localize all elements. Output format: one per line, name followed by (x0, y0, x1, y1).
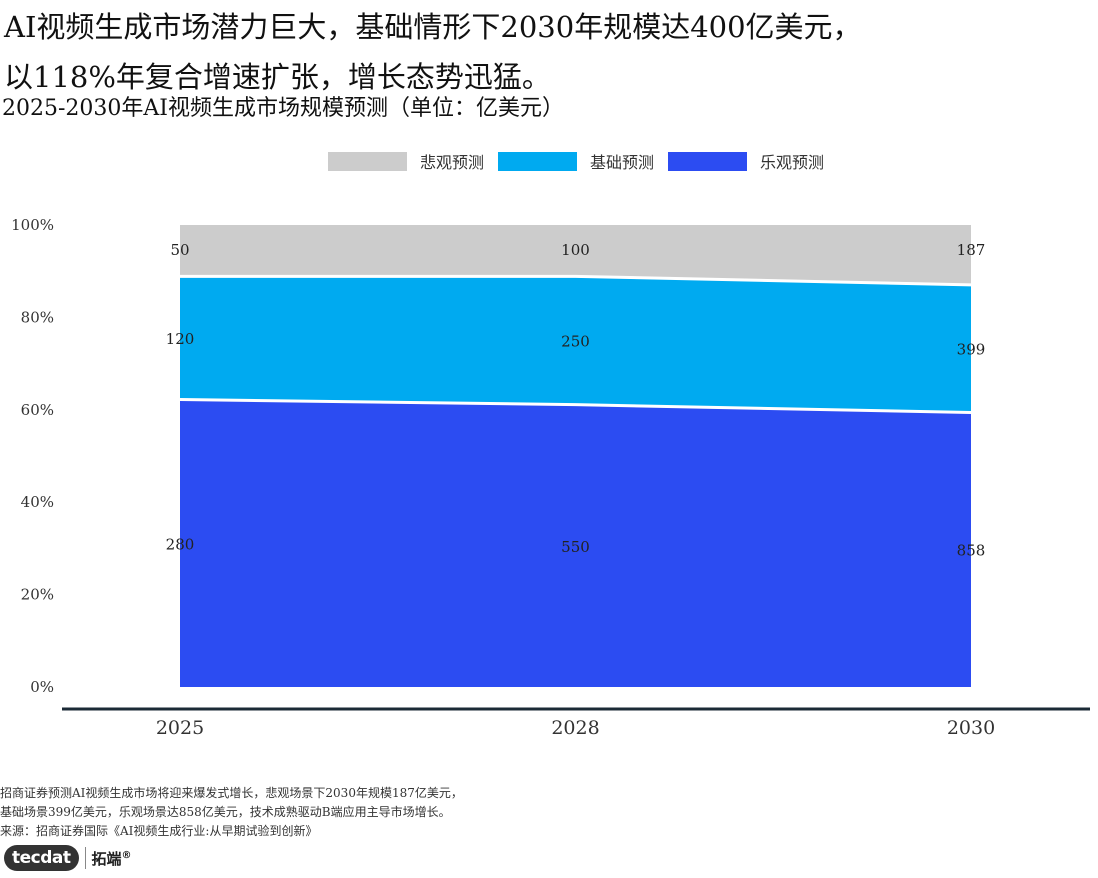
chart-title: 2025-2030年AI视频生成市场规模预测（单位：亿美元） (2, 96, 564, 121)
data-label: 120 (166, 330, 195, 348)
x-tick-label: 2025 (156, 717, 204, 739)
y-tick-label: 100% (11, 216, 54, 234)
legend-label: 基础预测 (590, 153, 654, 172)
area-series-1 (180, 399, 971, 687)
footnote: 招商证券预测AI视频生成市场将迎来爆发式增长，悲观场景下2030年规模187亿美… (0, 784, 760, 841)
legend-swatch (668, 152, 747, 171)
headline-line-1: AI视频生成市场潜力巨大，基础情形下2030年规模达400亿美元， (4, 10, 862, 44)
legend-swatch (498, 152, 577, 171)
x-tick-label: 2030 (947, 717, 995, 739)
legend-label: 乐观预测 (760, 153, 824, 172)
logo-wordmark: tecdat (4, 845, 79, 871)
logo-divider (84, 847, 86, 869)
data-label: 100 (561, 241, 590, 259)
logo-cn-text: 拓端® (92, 848, 132, 869)
y-tick-label: 80% (21, 308, 54, 326)
y-tick-label: 20% (21, 586, 54, 604)
brand-logo: tecdat 拓端® (4, 842, 132, 874)
data-label: 399 (957, 341, 986, 359)
data-label: 187 (957, 241, 986, 259)
footnote-line-1: 招商证券预测AI视频生成市场将迎来爆发式增长，悲观场景下2030年规模187亿美… (0, 786, 463, 800)
area-series-2 (180, 276, 971, 413)
x-tick-label: 2028 (551, 717, 599, 739)
data-label: 550 (561, 538, 590, 556)
y-tick-label: 0% (30, 678, 54, 696)
footnote-line-2: 基础场景399亿美元，乐观场景达858亿美元，技术成熟驱动B端应用主导市场增长。 (0, 805, 451, 819)
area-series-3 (180, 225, 971, 285)
band-separator-2 (180, 274, 972, 287)
band-separator-1 (179, 398, 972, 414)
data-label: 280 (166, 535, 195, 553)
registered-mark: ® (121, 849, 132, 861)
y-tick-label: 40% (21, 493, 54, 511)
source-line: 来源：招商证券国际《AI视频生成行业:从早期试验到创新》 (0, 824, 318, 838)
legend-swatch (328, 152, 407, 171)
logo-cn-label: 拓端 (91, 849, 122, 868)
data-label: 250 (561, 333, 590, 351)
y-tick-label: 60% (21, 401, 54, 419)
data-label: 858 (957, 542, 986, 560)
headline-line-2: 以118%年复合增速扩张，增长态势迅猛。 (4, 60, 551, 94)
headline: AI视频生成市场潜力巨大，基础情形下2030年规模达400亿美元， 以118%年… (4, 2, 1094, 102)
legend-label: 悲观预测 (420, 153, 484, 172)
data-label: 50 (170, 241, 189, 259)
stacked-area-chart: 280 550 858 120 250 399 50 100 187 0% 20% 40% 60% 80%… (11, 152, 1090, 739)
